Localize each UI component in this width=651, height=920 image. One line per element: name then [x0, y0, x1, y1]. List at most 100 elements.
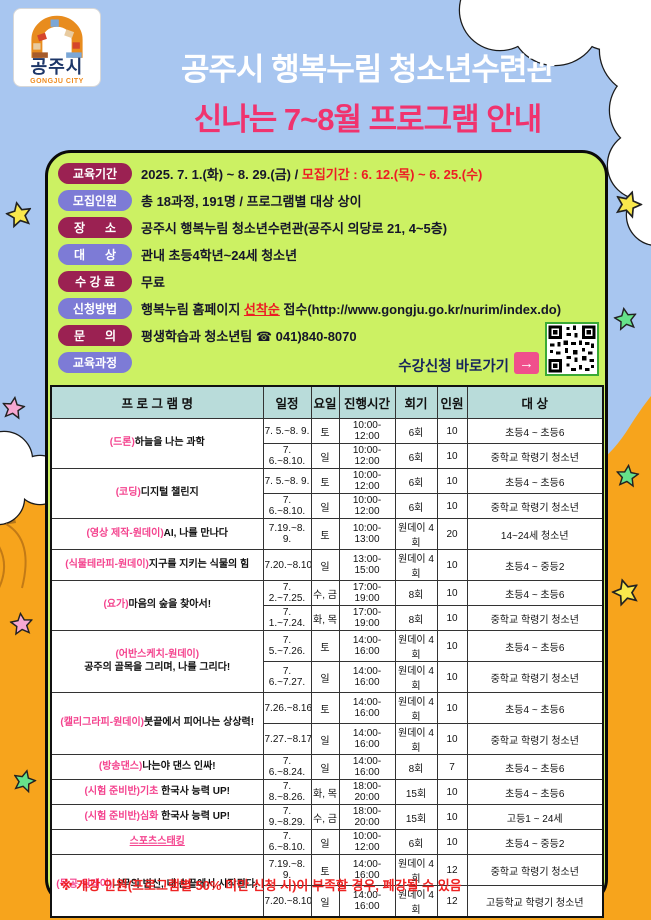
cell-day: 토: [310, 854, 340, 886]
program-row: 7. 6.~7.27. 일 14:00-16:00 원데이 4회 10 중학교 학령기 청…: [51, 661, 604, 693]
cell-capacity: 10: [436, 779, 468, 805]
program-name-cell: (코딩)디지털 챌린지: [50, 468, 264, 519]
cell-time: 13:00-15:00: [338, 549, 396, 581]
cell-day: 수, 금: [310, 804, 340, 830]
cell-sessions: 원데이 4회: [394, 630, 438, 662]
program-category-text: (어반스케치-원데이): [115, 649, 200, 660]
cell-day: 일: [310, 723, 340, 755]
cell-target: 중학교 학령기 청소년: [466, 854, 604, 886]
apply-pre-text: 행복누림 홈페이지: [141, 302, 244, 317]
cell-time: 10:00-12:00: [338, 468, 396, 494]
cell-dates: 7.27.~8.17.: [262, 723, 312, 755]
cell-sessions: 원데이 4회: [394, 518, 438, 550]
cell-sessions: 원데이 4회: [394, 854, 438, 886]
cell-capacity: 10: [436, 580, 468, 606]
info-row-contact: 문 의 평생학습과 청소년팀 ☎ 041)840-8070: [58, 325, 561, 346]
signup-cta-label: 수강신청 바로가기: [398, 359, 509, 375]
cell-day: 일: [310, 493, 340, 519]
cell-dates: 7. 5.~8. 9.: [262, 418, 312, 444]
star-icon: [615, 463, 640, 488]
cell-sessions: 6회: [394, 493, 438, 519]
cell-sessions: 15회: [394, 779, 438, 805]
info-row-apply-method: 신청방법 행복누림 홈페이지 선착순 접수(http://www.gongju.…: [58, 298, 561, 319]
col-header-dates: 일정: [262, 385, 312, 419]
ground-slope: [596, 396, 651, 467]
program-name-cell: (요가)마음의 숲을 찾아서!: [50, 580, 264, 631]
cell-capacity: 10: [436, 723, 468, 755]
cell-time: 10:00-13:00: [338, 518, 396, 550]
cell-dates: 7. 6.~8.10.: [262, 443, 312, 469]
program-row: (어반스케치-원데이) 공주의 골목을 그리며, 나를 그리다! 7. 5.~7.2…: [50, 630, 604, 693]
cell-day: 토: [310, 518, 340, 550]
cell-day: 토: [310, 468, 340, 494]
cell-time: 14:00-16:00: [338, 754, 396, 780]
info-row-location: 장 소 공주시 행복누림 청소년수련관(공주시 의당로 21, 4~5층): [58, 217, 561, 238]
first-come-text: 선착순: [243, 302, 280, 317]
cell-target: 초등4 ~ 초등6: [466, 468, 604, 494]
info-row-education-period: 교육기간 2025. 7. 1.(화) ~ 8. 29.(금) / 모집기간 :…: [58, 163, 561, 184]
star-icon: [4, 200, 32, 229]
info-value: 2025. 7. 1.(화) ~ 8. 29.(금) / 모집기간 : 6. 1…: [141, 164, 482, 183]
cell-day: 화, 목: [310, 779, 340, 805]
info-row-capacity: 모집인원 총 18과정, 191명 / 프로그램별 대상 상이: [58, 190, 561, 211]
star-icon: [1, 395, 27, 420]
cell-sessions: 원데이 4회: [394, 723, 438, 755]
cell-target: 초등4 ~ 중등2: [466, 549, 604, 581]
cell-day: 화, 목: [310, 605, 340, 631]
cell-time: 14:00-16:00: [338, 630, 396, 662]
cell-sessions: 8회: [394, 605, 438, 631]
program-row: (영상 제작-원데이)AI, 나를 만나다 7.19.~8. 9. 토 10:00-1…: [50, 518, 604, 550]
cell-target: 초등4 ~ 초등6: [466, 692, 604, 724]
cell-dates: 7. 1.~7.24.: [262, 605, 312, 631]
cell-sessions: 원데이 4회: [394, 885, 438, 918]
cell-sessions: 8회: [394, 580, 438, 606]
program-row: (드론)하늘을 나는 과학 7. 5.~8. 9. 토 10:00-12:00 6회 10…: [50, 418, 604, 469]
cell-day: 토: [310, 692, 340, 724]
table-header-row: 프 로 그 램 명 일정 요일 진행시간 회기 인원 대 상: [50, 385, 604, 419]
program-name-cell: 스포츠스태킹: [50, 829, 264, 855]
program-name-cell: (드론)하늘을 나는 과학: [50, 418, 264, 469]
program-row: (시험 준비반)심화 한국사 능력 UP! 7. 9.~8.29. 수, 금 18:0…: [50, 804, 604, 830]
cell-dates: 7. 2.~7.25.: [262, 580, 312, 606]
star-icon: [13, 769, 38, 794]
cell-time: 18:00-20:00: [338, 779, 396, 805]
program-title-text: 나는야 댄스 인싸!: [142, 760, 216, 772]
program-category-text: 스포츠스태킹: [129, 835, 185, 847]
arch-gate-icon: [31, 15, 83, 58]
program-name-cell: (목공-원데이)나무의 변신, 내 손끝에서 시작된다!: [50, 854, 264, 918]
cell-capacity: 10: [436, 493, 468, 519]
poster-subtitle: 신나는 7~8월 프로그램 안내: [193, 102, 543, 137]
program-category-text: (영상 제작-원데이): [86, 527, 164, 539]
program-row: (시험 준비반)기초 한국사 능력 UP! 7. 8.~8.26. 화, 목 18:0…: [50, 779, 604, 805]
info-label: 문 의: [58, 325, 132, 346]
star-icon: [615, 190, 644, 219]
cell-sessions: 6회: [394, 443, 438, 469]
program-title-text: 한국사 능력 UP!: [158, 810, 230, 822]
star-icon: [612, 306, 638, 331]
period-text: 2025. 7. 1.(화) ~ 8. 29.(금) /: [141, 167, 302, 182]
signup-arrow-button[interactable]: →: [514, 352, 539, 374]
info-section: 교육기간 2025. 7. 1.(화) ~ 8. 29.(금) / 모집기간 :…: [58, 163, 561, 379]
col-header-target: 대 상: [466, 385, 604, 419]
col-header-program: 프 로 그 램 명: [50, 385, 264, 419]
program-title-text: 공주의 골목을 그리며, 나를 그리다!: [84, 661, 231, 673]
cell-sessions: 6회: [394, 468, 438, 494]
cell-day: 토: [310, 630, 340, 662]
program-title-text: AI, 나를 만나다: [163, 527, 228, 539]
cell-time: 10:00-12:00: [338, 493, 396, 519]
program-category-text: (요가): [103, 599, 129, 611]
cell-day: 일: [310, 885, 340, 918]
info-label: 수 강 료: [58, 271, 132, 292]
program-row: (방송댄스)나는야 댄스 인싸! 7. 6.~8.24. 일 14:00-16:00 8…: [50, 754, 604, 780]
program-title-text: 하늘을 나는 과학: [134, 437, 205, 449]
cell-time: 14:00-16:00: [338, 723, 396, 755]
info-card: 교육기간 2025. 7. 1.(화) ~ 8. 29.(금) / 모집기간 :…: [45, 150, 608, 918]
cell-capacity: 10: [436, 692, 468, 724]
apply-url-text: 접수(http://www.gongju.go.kr/nurim/index.d…: [279, 302, 562, 317]
program-category-text: (시험 준비반)심화: [84, 810, 159, 822]
cell-dates: 7. 9.~8.29.: [262, 804, 312, 830]
cancellation-note: ※ 개강 인원(프로그램별 50% 미만 신청 시)이 부족할 경우, 폐강될 …: [60, 878, 462, 893]
cell-day: 일: [310, 754, 340, 780]
program-name-cell: (캘리그라피-원데이)붓끝에서 피어나는 상상력!: [50, 692, 264, 755]
program-name-cell: (시험 준비반)심화 한국사 능력 UP!: [50, 804, 264, 830]
